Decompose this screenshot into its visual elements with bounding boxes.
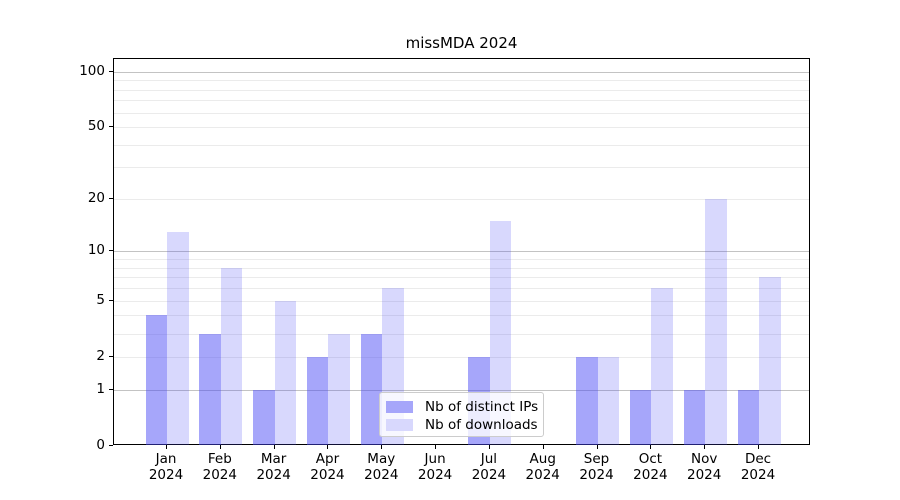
gridline-minor xyxy=(114,315,809,317)
y-tick-label: 0 xyxy=(96,437,105,453)
bar-ips-may xyxy=(360,333,383,445)
gridline-minor xyxy=(114,167,809,169)
x-tick-label-jul: Jul 2024 xyxy=(471,451,507,483)
y-tick-mark xyxy=(109,250,113,252)
plot-area xyxy=(113,58,810,445)
gridline-minor xyxy=(114,127,809,129)
x-tick-label-may: May 2024 xyxy=(364,451,399,483)
gridline-minor xyxy=(114,100,809,102)
legend-item-distinct-ips: Nb of distinct IPs xyxy=(386,398,543,415)
bar-ips-apr xyxy=(306,356,329,445)
legend-swatch-distinct-ips xyxy=(386,400,413,413)
bar-downloads-dec xyxy=(759,277,781,445)
x-tick-mark xyxy=(488,445,490,449)
gridline-minor xyxy=(114,333,809,335)
chart-title: missMDA 2024 xyxy=(405,34,518,52)
legend-label: Nb of distinct IPs xyxy=(425,398,539,415)
gridline-minor xyxy=(114,288,809,290)
bar-downloads-jan xyxy=(167,231,189,445)
x-tick-label-aug: Aug 2024 xyxy=(525,451,560,483)
gridline-minor xyxy=(114,277,809,279)
x-tick-mark xyxy=(435,445,437,449)
x-tick-mark xyxy=(166,445,167,449)
gridline-major xyxy=(114,71,809,73)
x-tick-label-oct: Oct 2024 xyxy=(633,451,668,483)
bar-ips-oct xyxy=(629,389,652,445)
gridline-major xyxy=(114,251,809,253)
bar-ips-nov xyxy=(683,389,706,445)
gridline-minor xyxy=(114,89,809,91)
bar-downloads-jul xyxy=(489,221,512,445)
bar-ips-sep xyxy=(576,356,598,445)
y-tick-label: 5 xyxy=(96,291,105,308)
x-tick-mark xyxy=(704,445,706,449)
bar-downloads-mar xyxy=(274,300,297,445)
gridline-major xyxy=(114,389,809,391)
bar-ips-jan xyxy=(145,315,167,445)
x-tick-label-nov: Nov 2024 xyxy=(686,451,722,483)
gridline-minor xyxy=(114,144,809,146)
x-tick-mark xyxy=(273,445,275,449)
y-tick-label: 20 xyxy=(87,190,105,207)
bar-ips-feb xyxy=(199,333,221,445)
y-tick-mark xyxy=(109,126,113,128)
x-tick-label-dec: Dec 2024 xyxy=(740,451,776,483)
x-tick-label-jan: Jan 2024 xyxy=(148,451,184,483)
y-tick-label: 1 xyxy=(96,380,105,397)
legend: Nb of distinct IPs Nb of downloads xyxy=(379,392,544,437)
gridline-minor xyxy=(114,300,809,302)
y-tick-mark xyxy=(109,355,113,357)
y-tick-label: 10 xyxy=(87,242,105,259)
x-tick-mark xyxy=(327,445,329,449)
bar-ips-dec xyxy=(737,389,759,445)
x-tick-mark xyxy=(381,445,383,449)
bar-ips-mar xyxy=(253,389,275,445)
gridline-minor xyxy=(114,267,809,269)
legend-item-downloads: Nb of downloads xyxy=(386,416,543,433)
x-tick-label-jun: Jun 2024 xyxy=(417,451,453,483)
y-tick-mark xyxy=(109,445,113,446)
x-tick-label-mar: Mar 2024 xyxy=(256,451,291,483)
y-tick-label: 2 xyxy=(96,347,105,364)
legend-swatch-downloads xyxy=(386,418,413,431)
y-tick-mark xyxy=(109,388,113,390)
x-tick-mark xyxy=(542,445,544,449)
gridline-minor xyxy=(114,80,809,82)
x-tick-mark xyxy=(219,445,221,449)
x-tick-label-feb: Feb 2024 xyxy=(202,451,237,483)
bar-downloads-sep xyxy=(597,356,620,445)
x-tick-mark xyxy=(596,445,598,449)
bar-downloads-oct xyxy=(651,288,673,445)
bar-downloads-feb xyxy=(220,267,243,445)
x-tick-mark xyxy=(758,445,759,449)
y-tick-mark xyxy=(109,299,113,301)
y-tick-label: 100 xyxy=(79,62,105,79)
x-tick-label-apr: Apr 2024 xyxy=(310,451,345,483)
gridline-minor xyxy=(114,112,809,114)
x-tick-label-sep: Sep 2024 xyxy=(579,451,614,483)
y-tick-mark xyxy=(109,198,113,200)
y-tick-label: 50 xyxy=(87,118,105,135)
gridline-minor xyxy=(114,199,809,201)
bar-downloads-nov xyxy=(705,199,727,445)
gridline-minor xyxy=(114,259,809,261)
y-tick-mark xyxy=(109,70,113,72)
gridline-minor xyxy=(114,356,809,358)
legend-label: Nb of downloads xyxy=(425,416,538,433)
x-tick-mark xyxy=(650,445,652,449)
bar-downloads-apr xyxy=(328,333,350,445)
